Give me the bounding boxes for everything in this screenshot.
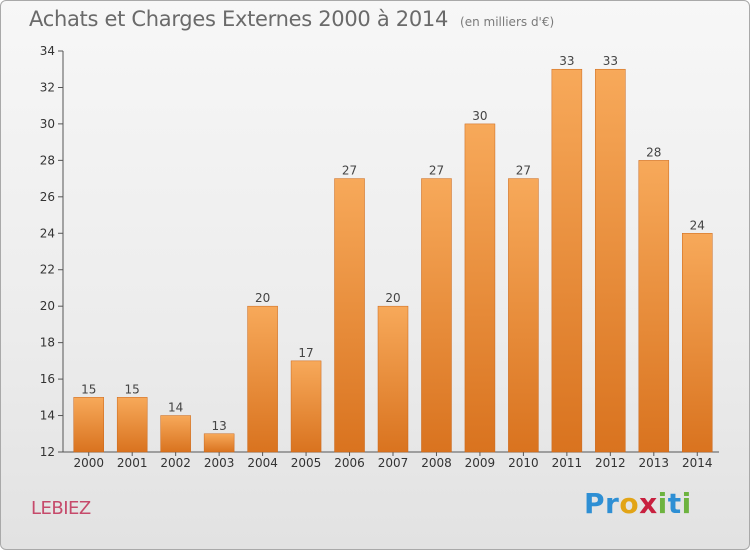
x-tick-label: 2009 (465, 456, 496, 470)
y-tick-label: 22 (40, 263, 55, 277)
x-tick-label: 2002 (160, 456, 191, 470)
chart-title: Achats et Charges Externes 2000 à 2014 (e… (29, 7, 554, 31)
y-tick-label: 24 (40, 226, 55, 240)
axes: 12 14 16 18 20 22 24 26 28 30 32 34 (40, 44, 719, 459)
data-label: 28 (646, 145, 661, 159)
data-label: 27 (342, 164, 357, 178)
logo-letter: i (681, 487, 692, 520)
data-label: 20 (255, 291, 270, 305)
data-label: 15 (81, 382, 96, 396)
logo-letter: r (605, 487, 620, 520)
x-tick-label: 2011 (552, 456, 583, 470)
bar (377, 305, 409, 453)
bar (551, 68, 583, 453)
x-tick-label: 2005 (291, 456, 322, 470)
y-tick-label: 34 (40, 44, 55, 58)
proxiti-logo: Proxiti (584, 487, 692, 520)
x-tick-label: 2003 (204, 456, 235, 470)
chart-unit: (en milliers d'€) (460, 15, 555, 29)
bar (595, 68, 626, 453)
bar (203, 433, 235, 453)
x-tick-label: 2013 (639, 456, 670, 470)
bar (682, 233, 713, 453)
data-label: 20 (385, 291, 400, 305)
y-tick-label: 30 (40, 117, 55, 131)
x-tick-label: 2014 (682, 456, 713, 470)
x-tick-label: 2000 (73, 456, 104, 470)
y-tick-label: 14 (40, 409, 55, 423)
x-tick-label: 2006 (334, 456, 365, 470)
y-tick-label: 28 (40, 153, 55, 167)
bar (421, 178, 452, 453)
y-tick-label: 12 (40, 445, 55, 459)
data-label: 15 (125, 382, 140, 396)
y-tick-label: 18 (40, 336, 55, 350)
data-label: 17 (298, 346, 313, 360)
x-tick-label: 2001 (117, 456, 148, 470)
y-tick-label: 26 (40, 190, 55, 204)
x-tick-label: 2010 (508, 456, 539, 470)
data-label: 27 (516, 164, 531, 178)
x-tick-label: 2012 (595, 456, 626, 470)
labels: 15 2000 15 2001 14 2002 13 2003 20 2004 17 2005 27 20… (73, 54, 712, 470)
y-tick-label: 16 (40, 372, 55, 386)
bar (290, 360, 322, 453)
x-tick-label: 2007 (378, 456, 409, 470)
bar (638, 160, 670, 453)
bar (334, 178, 365, 453)
bars (73, 68, 713, 453)
logo-letter: o (619, 487, 640, 520)
data-label: 33 (603, 54, 618, 68)
logo-letter: P (584, 487, 606, 520)
logo-letter: x (639, 487, 658, 520)
y-tick-label: 32 (40, 80, 55, 94)
data-label: 27 (429, 164, 444, 178)
commune-name: LEBIEZ (31, 498, 91, 519)
data-label: 33 (559, 54, 574, 68)
x-tick-label: 2008 (421, 456, 452, 470)
bar (247, 305, 278, 453)
chart-title-text: Achats et Charges Externes 2000 à 2014 (29, 7, 449, 31)
bar (160, 415, 191, 453)
data-label: 13 (211, 419, 226, 433)
bar (73, 397, 104, 453)
logo-letter: i (657, 487, 668, 520)
y-tick-label: 20 (40, 299, 55, 313)
data-label: 30 (472, 109, 487, 123)
bar (116, 397, 148, 453)
data-label: 14 (168, 401, 183, 415)
x-tick-label: 2004 (247, 456, 278, 470)
logo-letter: t (667, 487, 682, 520)
data-label: 24 (690, 218, 705, 232)
bar (508, 178, 539, 453)
bar (464, 123, 496, 453)
